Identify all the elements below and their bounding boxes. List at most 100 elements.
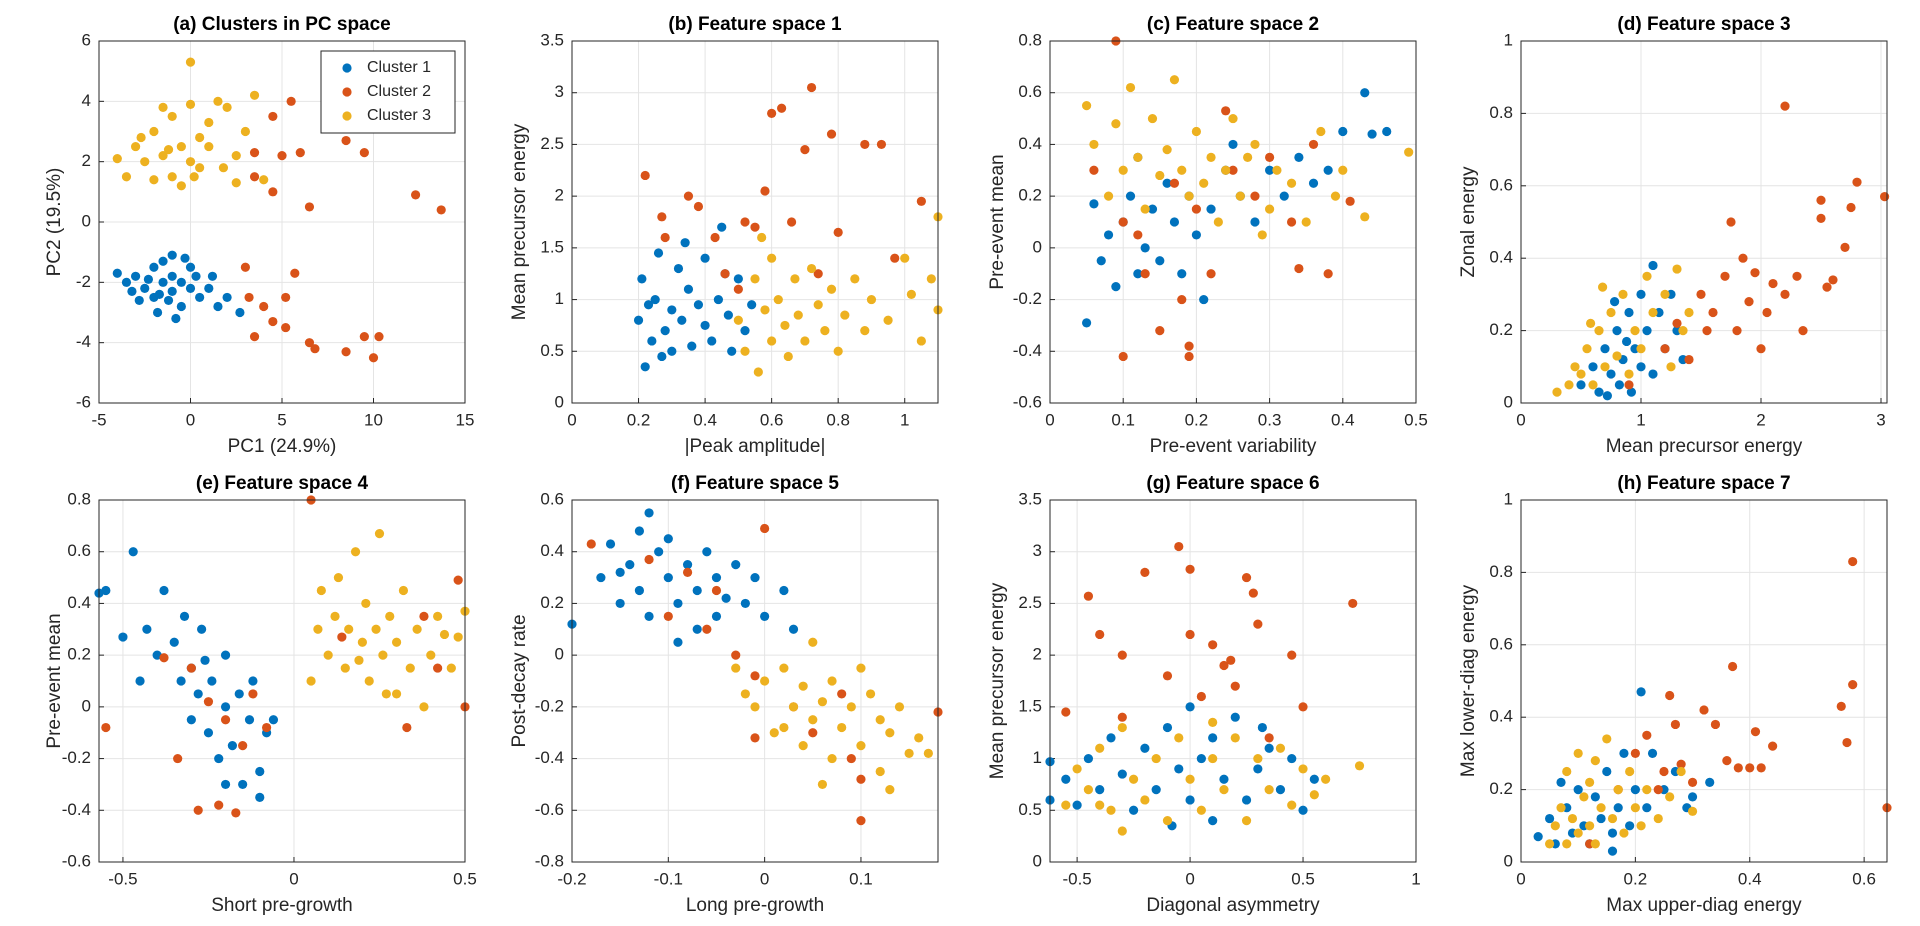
point [700,320,710,331]
point [1140,269,1150,279]
point [1219,785,1229,795]
y-tick-label: -0.4 [1013,341,1042,360]
point [1687,777,1698,787]
point [817,779,828,790]
point [1213,217,1223,227]
point [1155,256,1165,266]
point [149,175,159,185]
point [1660,289,1670,299]
point [840,310,850,320]
y-tick-label: 0.6 [1489,634,1513,653]
point [313,624,323,634]
point [1672,264,1682,274]
x-tick-label: -0.5 [1062,869,1091,888]
point [1798,326,1808,336]
point [1687,792,1698,802]
point [760,611,770,621]
point [222,102,232,112]
point [1169,217,1180,227]
point [1636,821,1646,831]
point [1676,759,1686,769]
point [1294,263,1304,274]
point [750,572,760,583]
point [1206,152,1216,162]
point [255,792,265,802]
point [687,341,697,351]
point [167,250,177,260]
point [692,585,702,596]
x-tick-label: 0 [186,410,195,429]
point [820,326,830,336]
y-tick-label: 0.4 [1018,134,1042,153]
point [136,132,146,143]
panel: -0.5 0 0.5 1 0 0.5 1 1.5 2 2.5 3 3.5 (g) Feature spa… [987,473,1421,916]
point [856,741,866,751]
point [826,284,837,294]
point [1155,326,1165,336]
point [1174,733,1184,743]
point [195,163,205,173]
point [1199,294,1209,305]
y-axis-label: Post-decay rate [509,614,530,747]
x-tick-label: 1 [900,410,909,429]
point [1264,733,1274,743]
point [1103,230,1114,240]
point [1287,753,1297,764]
y-tick-label: 0 [1033,237,1042,256]
x-tick-label: 0 [1185,869,1194,888]
point [750,274,760,284]
point [1083,591,1094,601]
point [740,346,750,356]
point [1828,275,1838,285]
point [1338,165,1348,175]
point [731,663,741,673]
point [171,313,181,324]
y-axis-label: Max lower-diag energy [1458,584,1479,777]
point [1106,733,1116,743]
point [281,322,291,333]
point [1185,774,1195,784]
point [1147,113,1158,124]
y-tick-label: 1 [1504,30,1513,49]
point [1733,763,1743,773]
point [640,362,650,372]
point [1257,722,1267,733]
point [231,178,241,188]
panel: 0 0.1 0.2 0.3 0.4 0.5 -0.6 -0.4 -0.2 0 0.2 0.4 0.6 0.… [987,14,1428,457]
point [596,572,606,583]
point [1594,387,1604,397]
point [337,632,347,642]
point [1573,785,1583,795]
point [1243,152,1253,162]
point [702,624,712,634]
point [1208,733,1218,743]
point [227,741,238,751]
point [850,274,860,284]
point [777,103,787,113]
y-tick-label: 0.4 [540,541,564,560]
point [654,547,664,557]
point [167,271,177,281]
point [1576,380,1586,390]
point [1196,753,1206,764]
point [1257,230,1267,240]
point [1117,826,1127,836]
panel: -0.5 0 0.5 -0.6 -0.4 -0.2 0 0.2 0.4 0.6 0.8 (e) Fea… [44,473,477,916]
point [235,307,245,318]
point [220,779,231,790]
y-tick-label: 0.5 [1018,800,1042,819]
point [883,315,893,325]
point [1083,753,1094,764]
point [391,637,402,647]
point [923,748,933,759]
point [875,766,885,777]
point [255,766,265,777]
point [1250,191,1260,201]
point [1301,217,1311,227]
point [240,262,250,272]
point [191,271,201,281]
point [1556,777,1566,787]
panel: -0.2 -0.1 0 0.1 -0.8 -0.6 -0.4 -0.2 0 0.2 0.4 0.6 (f… [509,473,943,916]
point [1648,260,1658,271]
point [213,96,223,106]
